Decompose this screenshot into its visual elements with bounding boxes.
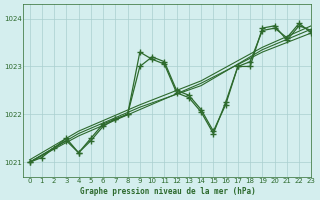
- X-axis label: Graphe pression niveau de la mer (hPa): Graphe pression niveau de la mer (hPa): [80, 187, 255, 196]
